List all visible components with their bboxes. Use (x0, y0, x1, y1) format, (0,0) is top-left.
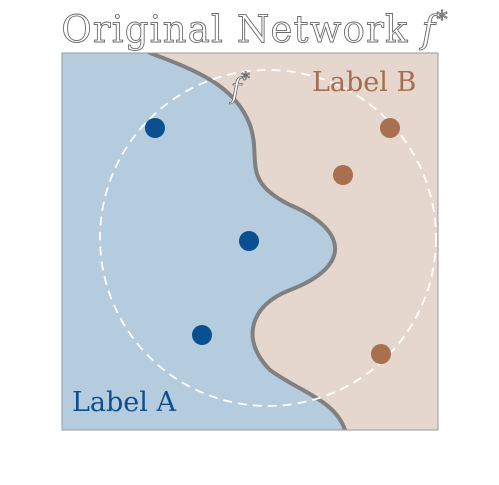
title-main: Original Network (61, 8, 421, 51)
point-label-b (380, 118, 400, 138)
title-symbol: f (419, 8, 442, 51)
dashed-circle (99, 69, 437, 407)
point-label-b (371, 344, 391, 364)
region-label-b (150, 53, 438, 430)
title-superscript: * (436, 8, 448, 33)
panel-border (61, 52, 439, 431)
point-label-a (192, 325, 212, 345)
label-a: Label A (72, 387, 177, 418)
point-label-a (145, 118, 165, 138)
data-points (145, 118, 400, 364)
boundary-superscript: * (241, 69, 250, 89)
point-label-b (333, 165, 353, 185)
diagram-title: Original Network f* (61, 8, 448, 51)
decision-panel (62, 53, 438, 430)
point-label-a (239, 231, 259, 251)
label-b: Label B (312, 67, 416, 98)
decision-boundary (148, 53, 347, 430)
